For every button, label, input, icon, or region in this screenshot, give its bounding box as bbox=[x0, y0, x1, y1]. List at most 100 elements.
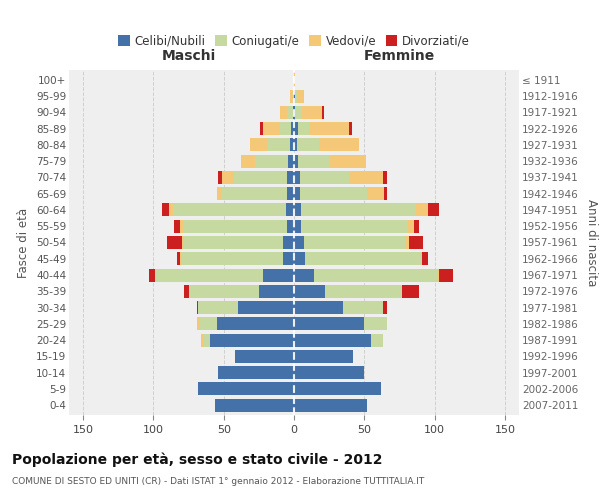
Bar bbox=[295, 106, 302, 119]
Bar bbox=[294, 204, 301, 216]
Bar bbox=[218, 171, 222, 184]
Bar bbox=[304, 236, 405, 249]
Bar bbox=[367, 187, 384, 200]
Bar bbox=[287, 106, 293, 119]
Bar bbox=[156, 268, 263, 281]
Bar bbox=[260, 122, 263, 135]
Bar bbox=[241, 154, 254, 168]
Bar bbox=[294, 106, 295, 119]
Bar bbox=[437, 268, 439, 281]
Bar bbox=[175, 220, 180, 232]
Bar bbox=[259, 285, 294, 298]
Bar bbox=[298, 122, 310, 135]
Bar bbox=[439, 268, 453, 281]
Bar bbox=[302, 106, 322, 119]
Bar bbox=[297, 138, 319, 151]
Bar bbox=[200, 318, 217, 330]
Bar bbox=[167, 236, 182, 249]
Bar bbox=[413, 220, 419, 232]
Bar bbox=[421, 252, 422, 266]
Text: Femmine: Femmine bbox=[364, 50, 435, 64]
Bar bbox=[263, 122, 280, 135]
Bar bbox=[405, 236, 409, 249]
Bar bbox=[290, 138, 294, 151]
Bar bbox=[280, 122, 291, 135]
Bar bbox=[294, 236, 304, 249]
Text: Maschi: Maschi bbox=[161, 50, 215, 64]
Bar bbox=[155, 268, 156, 281]
Bar bbox=[301, 204, 416, 216]
Bar bbox=[297, 90, 304, 102]
Bar bbox=[402, 285, 419, 298]
Bar bbox=[294, 398, 367, 411]
Bar bbox=[222, 187, 287, 200]
Bar bbox=[263, 268, 294, 281]
Bar bbox=[299, 187, 367, 200]
Bar bbox=[294, 366, 364, 379]
Bar bbox=[428, 204, 439, 216]
Bar bbox=[222, 171, 233, 184]
Bar bbox=[286, 204, 294, 216]
Bar bbox=[416, 204, 428, 216]
Bar bbox=[291, 122, 294, 135]
Bar bbox=[267, 138, 290, 151]
Bar bbox=[310, 122, 349, 135]
Bar bbox=[383, 171, 387, 184]
Bar bbox=[283, 236, 294, 249]
Bar bbox=[188, 285, 259, 298]
Bar bbox=[408, 220, 413, 232]
Bar bbox=[250, 138, 267, 151]
Bar bbox=[182, 252, 283, 266]
Bar bbox=[409, 236, 424, 249]
Text: COMUNE DI SESTO ED UNITI (CR) - Dati ISTAT 1° gennaio 2012 - Elaborazione TUTTIT: COMUNE DI SESTO ED UNITI (CR) - Dati IST… bbox=[12, 478, 424, 486]
Bar bbox=[283, 252, 294, 266]
Bar bbox=[209, 334, 294, 346]
Bar bbox=[294, 285, 325, 298]
Bar bbox=[180, 252, 182, 266]
Bar bbox=[217, 318, 294, 330]
Bar bbox=[364, 318, 387, 330]
Bar bbox=[197, 318, 200, 330]
Bar bbox=[305, 252, 421, 266]
Bar bbox=[422, 252, 428, 266]
Bar bbox=[254, 154, 289, 168]
Y-axis label: Fasce di età: Fasce di età bbox=[17, 208, 31, 278]
Bar bbox=[233, 171, 287, 184]
Bar bbox=[294, 154, 298, 168]
Bar bbox=[294, 122, 298, 135]
Bar bbox=[218, 366, 294, 379]
Bar bbox=[299, 171, 349, 184]
Bar bbox=[217, 187, 222, 200]
Bar bbox=[384, 187, 387, 200]
Bar bbox=[294, 382, 381, 396]
Bar bbox=[325, 285, 402, 298]
Bar bbox=[294, 350, 353, 363]
Bar bbox=[180, 220, 183, 232]
Bar bbox=[289, 154, 294, 168]
Bar bbox=[287, 171, 294, 184]
Bar bbox=[294, 187, 299, 200]
Bar bbox=[169, 204, 173, 216]
Bar bbox=[294, 301, 343, 314]
Bar bbox=[215, 398, 294, 411]
Bar bbox=[294, 334, 371, 346]
Bar bbox=[294, 268, 314, 281]
Bar bbox=[203, 334, 209, 346]
Bar bbox=[294, 74, 295, 86]
Bar bbox=[294, 318, 364, 330]
Bar bbox=[287, 187, 294, 200]
Bar bbox=[287, 220, 294, 232]
Text: Popolazione per età, sesso e stato civile - 2012: Popolazione per età, sesso e stato civil… bbox=[12, 452, 383, 467]
Bar bbox=[349, 122, 352, 135]
Bar bbox=[383, 301, 387, 314]
Bar bbox=[371, 334, 383, 346]
Bar bbox=[294, 171, 299, 184]
Bar bbox=[295, 90, 297, 102]
Bar bbox=[280, 106, 287, 119]
Bar bbox=[201, 334, 203, 346]
Bar bbox=[184, 285, 188, 298]
Bar bbox=[162, 204, 169, 216]
Bar bbox=[293, 106, 294, 119]
Bar bbox=[177, 252, 180, 266]
Bar bbox=[199, 382, 294, 396]
